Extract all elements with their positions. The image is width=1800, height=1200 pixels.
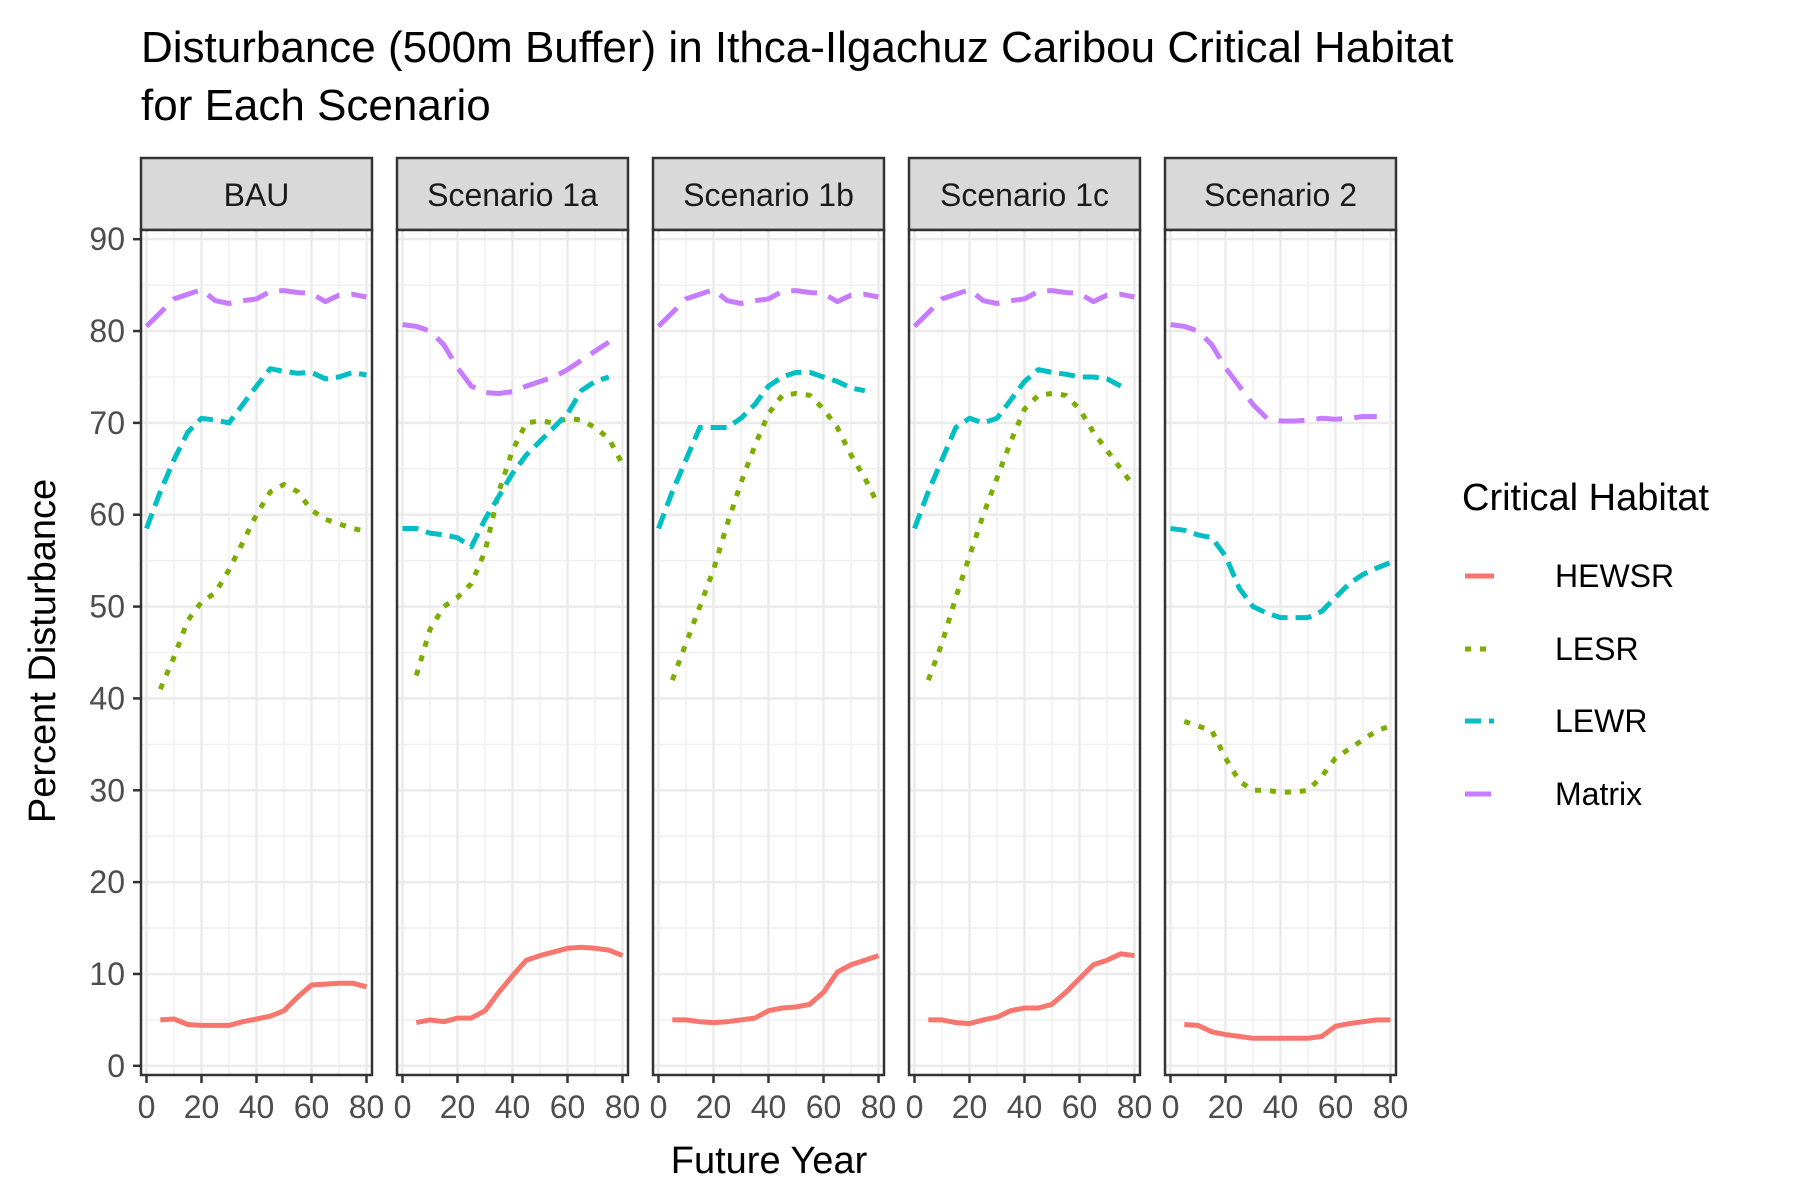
strip-background xyxy=(395,156,630,232)
x-tick-label: 20 xyxy=(1208,1089,1244,1125)
y-axis-label: Percent Disturbance xyxy=(22,479,64,823)
x-tick-label: 80 xyxy=(861,1089,897,1125)
y-tick-label: 20 xyxy=(89,864,125,900)
series-line-matrix xyxy=(144,287,367,329)
series-line-hewsr xyxy=(1184,1017,1391,1041)
series-line-lesr xyxy=(925,391,1137,681)
x-tick-label: 80 xyxy=(349,1089,385,1125)
y-tick-label: 60 xyxy=(89,497,125,533)
series-line-hewsr xyxy=(928,951,1135,1027)
panel-scenario-1c: Scenario 1c 0 20 40 60 80 xyxy=(906,156,1153,1125)
strip-label: Scenario 1b xyxy=(683,177,854,213)
panel-scenario-2: Scenario 2 0 20 40 60 80 xyxy=(1162,156,1409,1125)
y-tick-label: 40 xyxy=(89,680,125,716)
series-line-hewsr xyxy=(415,944,624,1026)
strip-label: Scenario 1c xyxy=(940,177,1109,213)
legend: Critical Habitat HEWSR LESR LEWR Matrix xyxy=(1462,477,1710,812)
strip-background xyxy=(1163,156,1398,232)
y-tick-label: 70 xyxy=(89,405,125,441)
x-tick-label: 20 xyxy=(440,1089,476,1125)
series-line-lesr xyxy=(158,481,368,691)
y-tick-label: 50 xyxy=(89,589,125,625)
strip-background xyxy=(907,156,1142,232)
strip-label: BAU xyxy=(224,177,290,213)
x-tick-label: 60 xyxy=(1062,1089,1098,1125)
x-tick-label: 80 xyxy=(1373,1089,1409,1125)
y-tick-label: 0 xyxy=(107,1048,125,1084)
panel-bau: BAU 0 20 40 60 80 xyxy=(138,156,385,1125)
x-tick-label: 0 xyxy=(138,1089,156,1125)
x-tick-label: 80 xyxy=(605,1089,641,1125)
panel-scenario-1a: Scenario 1a 0 20 40 60 80 xyxy=(394,156,641,1125)
legend-label-lewr: LEWR xyxy=(1555,703,1647,739)
y-tick-label: 10 xyxy=(89,956,125,992)
x-tick-label: 0 xyxy=(906,1089,924,1125)
strip-background xyxy=(139,156,374,232)
panel-scenario-1b: Scenario 1b 0 20 40 60 80 xyxy=(650,156,897,1125)
series-line-matrix xyxy=(912,287,1135,329)
y-axis: 0 10 20 30 40 50 60 70 80 90 xyxy=(89,221,141,1084)
chart-title-line-2: for Each Scenario xyxy=(141,81,491,130)
x-tick-label: 60 xyxy=(294,1089,330,1125)
series-line-lewr xyxy=(1170,526,1392,621)
x-tick-label: 40 xyxy=(751,1089,787,1125)
x-tick-label: 40 xyxy=(1007,1089,1043,1125)
series-line-lesr xyxy=(1183,719,1392,795)
series-line-lewr xyxy=(912,367,1122,530)
series-line-hewsr xyxy=(672,953,880,1026)
legend-title: Critical Habitat xyxy=(1462,477,1710,519)
x-tick-label: 0 xyxy=(1162,1089,1180,1125)
x-tick-label: 0 xyxy=(394,1089,412,1125)
y-tick-label: 90 xyxy=(89,221,125,257)
series-line-matrix xyxy=(1170,322,1377,424)
series-line-lewr xyxy=(144,366,367,530)
x-tick-label: 0 xyxy=(650,1089,668,1125)
legend-label-lesr: LESR xyxy=(1555,631,1639,667)
y-tick-label: 30 xyxy=(89,772,125,808)
x-tick-label: 80 xyxy=(1117,1089,1153,1125)
x-tick-label: 60 xyxy=(550,1089,586,1125)
legend-label-matrix: Matrix xyxy=(1555,776,1642,812)
x-tick-label: 40 xyxy=(239,1089,275,1125)
series-line-lesr xyxy=(669,391,881,681)
x-tick-label: 20 xyxy=(952,1089,988,1125)
strip-label: Scenario 2 xyxy=(1204,177,1357,213)
x-axis-label: Future Year xyxy=(671,1140,868,1182)
x-tick-label: 60 xyxy=(806,1089,842,1125)
x-tick-label: 20 xyxy=(184,1089,220,1125)
y-tick-label: 80 xyxy=(89,313,125,349)
series-line-hewsr xyxy=(160,980,368,1028)
x-tick-label: 40 xyxy=(1263,1089,1299,1125)
strip-label: Scenario 1a xyxy=(427,177,598,213)
x-tick-label: 20 xyxy=(696,1089,732,1125)
series-line-lewr xyxy=(402,374,610,550)
chart-title: Disturbance (500m Buffer) in Ithca-Ilgac… xyxy=(141,23,1453,72)
series-line-matrix xyxy=(402,322,611,396)
x-tick-label: 40 xyxy=(495,1089,531,1125)
series-line-matrix xyxy=(656,287,879,329)
legend-label-hewsr: HEWSR xyxy=(1555,558,1674,594)
series-line-lesr xyxy=(413,415,625,677)
x-tick-label: 60 xyxy=(1318,1089,1354,1125)
strip-background xyxy=(651,156,886,232)
